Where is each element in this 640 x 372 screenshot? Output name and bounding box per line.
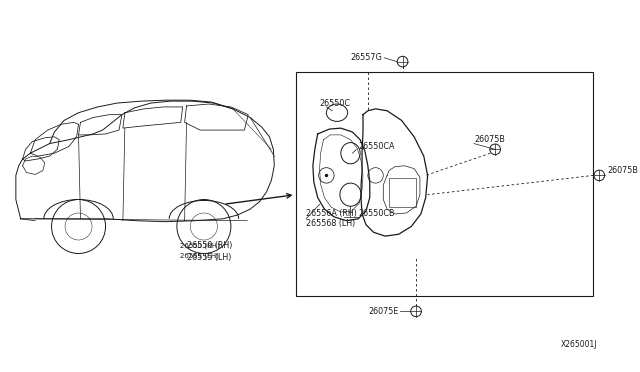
Text: 26550CB: 26550CB bbox=[358, 209, 395, 218]
Text: X265001J: X265001J bbox=[561, 340, 597, 349]
Text: 26550C: 26550C bbox=[319, 99, 351, 108]
Text: 26557G: 26557G bbox=[351, 53, 382, 62]
Text: 26550CA: 26550CA bbox=[358, 142, 395, 151]
Text: 26555 (LH): 26555 (LH) bbox=[180, 253, 219, 259]
Text: 26550 (RH): 26550 (RH) bbox=[186, 241, 232, 250]
Text: 26075B: 26075B bbox=[607, 166, 638, 175]
Bar bbox=[296, 72, 593, 296]
Text: 265568 (LH): 265568 (LH) bbox=[306, 219, 355, 228]
Text: 26075E: 26075E bbox=[369, 307, 399, 316]
Text: 26556A (RH): 26556A (RH) bbox=[306, 209, 357, 218]
Text: 26075B: 26075B bbox=[474, 135, 505, 144]
Text: 26555 (LH): 26555 (LH) bbox=[186, 253, 231, 262]
Text: 26550 (RH): 26550 (RH) bbox=[180, 243, 220, 249]
Bar bbox=[389, 178, 416, 207]
